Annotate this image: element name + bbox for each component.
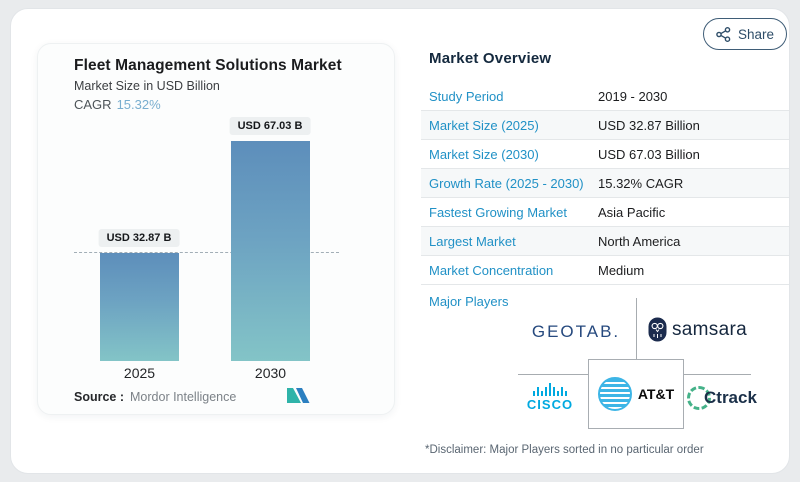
source-label: Source : bbox=[74, 390, 125, 404]
row-label: Study Period bbox=[429, 88, 504, 104]
ctrack-logo-text: Ctrack bbox=[704, 388, 757, 407]
x-axis-label-2025: 2025 bbox=[123, 365, 156, 381]
table-row: Growth Rate (2025 - 2030) 15.32% CAGR bbox=[421, 169, 789, 198]
disclaimer-text: *Disclaimer: Major Players sorted in no … bbox=[425, 444, 704, 456]
bar-value-label-2030: USD 67.03 B bbox=[229, 117, 311, 135]
row-value: Medium bbox=[598, 262, 645, 278]
samsara-owl-icon bbox=[648, 317, 667, 342]
table-row: Largest Market North America bbox=[421, 227, 789, 256]
major-players-label: Major Players bbox=[429, 294, 509, 309]
reference-dashed-line bbox=[74, 252, 339, 253]
row-value: USD 67.03 Billion bbox=[598, 146, 700, 162]
chart-subtitle: Market Size in USD Billion bbox=[74, 79, 220, 93]
geotab-logo: GEOTAB. bbox=[531, 322, 621, 341]
table-row: Fastest Growing Market Asia Pacific bbox=[421, 198, 789, 227]
chart-cagr: CAGR 15.32% bbox=[74, 97, 161, 112]
bar-2030 bbox=[231, 141, 310, 361]
row-label: Market Concentration bbox=[429, 262, 554, 278]
table-row: Market Size (2030) USD 67.03 Billion bbox=[421, 140, 789, 169]
bar-value-label-2025: USD 32.87 B bbox=[98, 229, 180, 247]
row-value: USD 32.87 Billion bbox=[598, 117, 700, 133]
ctrack-globe-icon bbox=[687, 386, 711, 410]
att-logo-card: AT&T bbox=[588, 359, 684, 429]
overview-heading: Market Overview bbox=[429, 50, 552, 67]
connector-line-left bbox=[518, 374, 588, 375]
row-label: Fastest Growing Market bbox=[429, 204, 567, 220]
samsara-logo-text: samsara bbox=[672, 318, 747, 340]
att-globe-icon bbox=[597, 377, 632, 411]
source-value: Mordor Intelligence bbox=[130, 390, 237, 404]
samsara-logo: samsara bbox=[648, 317, 747, 342]
row-value: Asia Pacific bbox=[598, 204, 666, 220]
table-row: Study Period 2019 - 2030 bbox=[421, 82, 789, 111]
connector-line-right bbox=[684, 374, 751, 375]
table-row: Market Size (2025) USD 32.87 Billion bbox=[421, 111, 789, 140]
chart-title: Fleet Management Solutions Market bbox=[74, 57, 342, 74]
share-button-label: Share bbox=[737, 26, 775, 42]
cagr-value: 15.32% bbox=[116, 97, 161, 112]
cisco-bars-icon bbox=[521, 382, 579, 396]
bar-2025 bbox=[100, 253, 179, 361]
row-value: North America bbox=[598, 233, 681, 249]
ctrack-logo: Ctrack bbox=[687, 386, 757, 410]
connector-line-vertical bbox=[636, 298, 637, 359]
source-attribution: Source : Mordor Intelligence bbox=[74, 390, 236, 404]
overview-table: Study Period 2019 - 2030 Market Size (202… bbox=[421, 82, 789, 285]
mordor-intelligence-logo-icon bbox=[287, 387, 313, 409]
row-label: Market Size (2030) bbox=[429, 146, 539, 162]
table-row: Market Concentration Medium bbox=[421, 256, 789, 285]
cagr-label: CAGR bbox=[74, 97, 112, 112]
share-button[interactable]: Share bbox=[703, 18, 787, 50]
report-card: Fleet Management Solutions Market Market… bbox=[10, 8, 790, 474]
row-label: Market Size (2025) bbox=[429, 117, 539, 133]
x-axis-label-2030: 2030 bbox=[254, 365, 287, 381]
row-value: 15.32% CAGR bbox=[598, 175, 684, 191]
row-value: 2019 - 2030 bbox=[598, 88, 668, 104]
share-icon bbox=[716, 26, 731, 42]
cisco-logo-text: CISCO bbox=[526, 397, 574, 412]
row-label: Growth Rate (2025 - 2030) bbox=[429, 175, 584, 191]
market-chart-card: Fleet Management Solutions Market Market… bbox=[37, 43, 395, 415]
att-logo-text: AT&T bbox=[637, 386, 675, 402]
cisco-logo: CISCO bbox=[521, 382, 579, 412]
row-label: Largest Market bbox=[429, 233, 516, 249]
